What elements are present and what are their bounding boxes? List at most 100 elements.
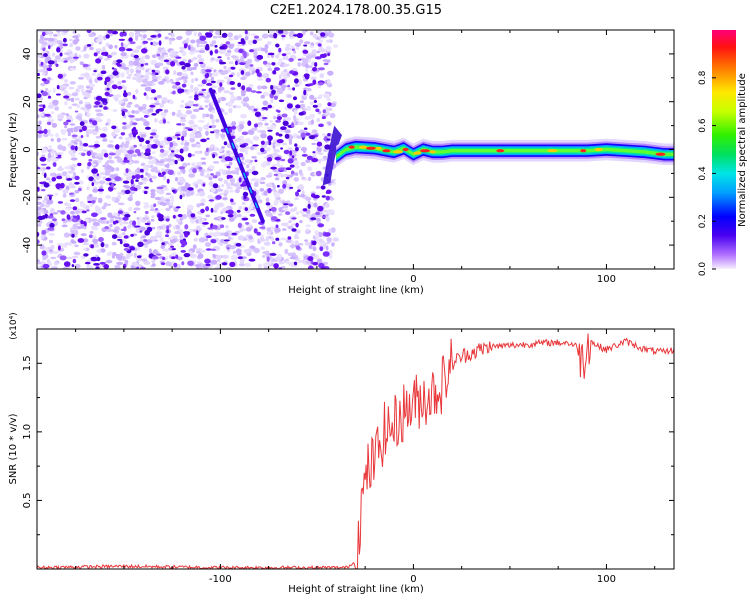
noise-point <box>221 32 228 38</box>
noise-point <box>185 109 193 115</box>
noise-point <box>119 221 124 226</box>
noise-point <box>238 177 242 183</box>
noise-point <box>287 174 293 178</box>
noise-point <box>270 31 275 35</box>
signal-peak <box>375 146 382 150</box>
noise-point <box>193 62 199 68</box>
noise-point <box>190 71 194 76</box>
noise-point <box>59 52 63 57</box>
noise-point <box>61 145 67 152</box>
noise-point <box>42 263 50 269</box>
noise-point <box>41 250 47 256</box>
noise-point <box>83 72 90 78</box>
noise-point <box>46 121 52 126</box>
noise-point <box>239 62 246 66</box>
noise-point <box>112 229 118 233</box>
noise-point <box>278 242 283 247</box>
noise-point <box>91 182 95 187</box>
noise-point <box>69 38 73 42</box>
noise-point <box>37 167 41 170</box>
noise-point <box>151 76 159 80</box>
noise-point <box>51 122 58 128</box>
noise-point <box>163 59 170 63</box>
noise-point <box>72 258 77 264</box>
noise-point <box>219 168 224 172</box>
noise-point <box>179 46 186 50</box>
noise-point <box>319 73 325 79</box>
noise-point <box>132 94 136 100</box>
noise-point <box>74 97 80 101</box>
noise-point <box>117 85 123 90</box>
noise-point <box>124 154 129 158</box>
noise-point <box>37 69 44 73</box>
noise-point <box>273 32 278 39</box>
noise-point <box>106 165 112 170</box>
noise-point <box>174 224 181 230</box>
noise-point <box>214 266 221 269</box>
noise-point <box>106 54 112 59</box>
noise-point <box>282 120 289 126</box>
noise-point <box>154 97 158 101</box>
noise-point <box>121 110 126 117</box>
noise-point <box>181 185 188 192</box>
noise-point <box>230 201 236 206</box>
noise-point <box>135 89 139 94</box>
noise-point <box>47 194 54 197</box>
noise-point <box>194 150 201 154</box>
noise-point <box>184 62 191 68</box>
noise-point <box>140 177 148 181</box>
noise-point <box>79 61 84 65</box>
noise-point <box>80 87 85 93</box>
noise-point <box>79 202 86 208</box>
noise-point <box>305 159 311 164</box>
noise-point <box>142 78 148 84</box>
noise-point <box>112 70 119 76</box>
noise-point <box>151 128 157 133</box>
noise-point <box>100 70 107 75</box>
noise-point <box>106 221 110 224</box>
noise-point <box>166 225 170 230</box>
noise-point <box>277 184 280 188</box>
noise-point <box>220 133 226 139</box>
noise-point <box>280 62 284 68</box>
noise-point <box>303 44 308 47</box>
noise-point <box>181 214 187 219</box>
noise-point <box>111 234 118 240</box>
noise-point <box>84 109 90 113</box>
noise-point <box>240 92 246 97</box>
noise-point <box>310 119 315 125</box>
noise-point <box>165 192 172 196</box>
noise-point <box>188 95 193 99</box>
noise-point <box>312 79 317 85</box>
noise-point <box>156 53 161 57</box>
noise-point <box>238 263 246 267</box>
noise-point <box>142 217 150 221</box>
noise-point <box>42 257 47 260</box>
noise-point <box>161 242 165 246</box>
noise-point <box>281 113 288 118</box>
noise-point <box>213 69 217 73</box>
noise-point <box>105 122 109 126</box>
noise-point <box>319 246 324 252</box>
snr-series-line <box>37 333 674 569</box>
noise-point <box>38 38 45 44</box>
noise-point <box>189 218 196 224</box>
noise-point <box>77 238 85 243</box>
noise-point <box>312 104 318 108</box>
noise-point <box>70 145 76 151</box>
noise-point <box>74 197 80 203</box>
noise-point <box>144 86 152 92</box>
noise-point <box>253 228 258 234</box>
noise-point <box>328 254 333 259</box>
noise-point <box>282 75 290 79</box>
noise-point <box>272 184 276 190</box>
noise-point <box>121 141 125 147</box>
noise-point <box>321 215 326 219</box>
noise-point <box>193 31 197 37</box>
noise-point <box>222 254 229 259</box>
noise-point <box>243 53 247 59</box>
noise-point <box>143 114 149 118</box>
noise-point <box>207 148 214 152</box>
noise-point <box>169 141 174 148</box>
